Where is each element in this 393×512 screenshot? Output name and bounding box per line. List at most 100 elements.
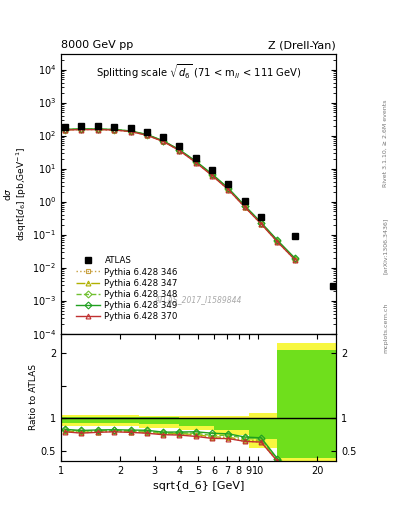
Pythia 6.428 348 [79, 126, 84, 132]
X-axis label: sqrt{d_6} [GeV]: sqrt{d_6} [GeV] [153, 480, 244, 490]
Pythia 6.428 348 [112, 126, 116, 133]
Pythia 6.428 348 [275, 238, 280, 244]
ATLAS [259, 215, 263, 221]
ATLAS [63, 123, 68, 130]
Pythia 6.428 347 [259, 221, 263, 227]
Pythia 6.428 349 [95, 126, 100, 132]
Legend: ATLAS, Pythia 6.428 346, Pythia 6.428 347, Pythia 6.428 348, Pythia 6.428 349, P: ATLAS, Pythia 6.428 346, Pythia 6.428 34… [73, 254, 180, 324]
Pythia 6.428 370 [177, 147, 182, 154]
Pythia 6.428 349 [128, 128, 133, 134]
ATLAS [144, 129, 149, 135]
ATLAS [112, 123, 116, 130]
Line: Pythia 6.428 348: Pythia 6.428 348 [62, 126, 298, 262]
Pythia 6.428 347 [79, 126, 84, 133]
ATLAS [79, 123, 84, 129]
Y-axis label: Ratio to ATLAS: Ratio to ATLAS [29, 364, 38, 430]
Pythia 6.428 347 [161, 138, 165, 144]
Pythia 6.428 370 [79, 126, 84, 133]
Text: [arXiv:1306.3436]: [arXiv:1306.3436] [383, 218, 388, 274]
Pythia 6.428 349 [275, 237, 280, 243]
Pythia 6.428 347 [226, 186, 231, 193]
Pythia 6.428 348 [161, 138, 165, 144]
ATLAS [161, 134, 165, 140]
Pythia 6.428 346 [79, 126, 84, 133]
Text: 8000 GeV pp: 8000 GeV pp [61, 40, 133, 50]
Pythia 6.428 348 [128, 128, 133, 134]
Pythia 6.428 370 [275, 239, 280, 245]
Pythia 6.428 346 [63, 127, 68, 133]
Line: ATLAS: ATLAS [62, 123, 336, 289]
Pythia 6.428 349 [193, 158, 198, 164]
Pythia 6.428 349 [79, 126, 84, 132]
ATLAS [193, 155, 198, 161]
Pythia 6.428 346 [128, 129, 133, 135]
Pythia 6.428 346 [193, 159, 198, 165]
Pythia 6.428 349 [293, 255, 298, 262]
Pythia 6.428 348 [226, 186, 231, 192]
Pythia 6.428 348 [95, 126, 100, 132]
Pythia 6.428 370 [259, 221, 263, 227]
Pythia 6.428 348 [242, 203, 247, 209]
Line: Pythia 6.428 346: Pythia 6.428 346 [62, 127, 298, 263]
ATLAS [330, 283, 335, 289]
ATLAS [177, 143, 182, 150]
Pythia 6.428 347 [275, 239, 280, 245]
Pythia 6.428 348 [193, 159, 198, 165]
Pythia 6.428 346 [161, 138, 165, 144]
Pythia 6.428 347 [128, 129, 133, 135]
Pythia 6.428 370 [193, 159, 198, 165]
Line: Pythia 6.428 349: Pythia 6.428 349 [62, 126, 298, 261]
Pythia 6.428 346 [95, 126, 100, 133]
Pythia 6.428 348 [177, 147, 182, 153]
Pythia 6.428 346 [226, 186, 231, 193]
Text: mcplots.cern.ch: mcplots.cern.ch [383, 303, 388, 353]
Pythia 6.428 346 [210, 173, 215, 179]
Pythia 6.428 346 [259, 221, 263, 227]
Pythia 6.428 370 [95, 126, 100, 133]
Pythia 6.428 349 [226, 185, 231, 191]
Pythia 6.428 347 [293, 256, 298, 262]
Pythia 6.428 346 [144, 132, 149, 138]
Text: Rivet 3.1.10, ≥ 2.6M events: Rivet 3.1.10, ≥ 2.6M events [383, 100, 388, 187]
Text: Splitting scale $\sqrt{d_6}$ (71 < m$_{ll}$ < 111 GeV): Splitting scale $\sqrt{d_6}$ (71 < m$_{l… [95, 62, 301, 81]
ATLAS [293, 233, 298, 240]
Pythia 6.428 346 [275, 239, 280, 245]
Pythia 6.428 349 [161, 138, 165, 144]
Pythia 6.428 346 [293, 257, 298, 263]
ATLAS [95, 123, 100, 129]
Pythia 6.428 370 [144, 132, 149, 138]
Pythia 6.428 348 [144, 132, 149, 138]
Pythia 6.428 348 [210, 172, 215, 178]
Pythia 6.428 346 [177, 147, 182, 154]
Pythia 6.428 346 [112, 127, 116, 133]
Pythia 6.428 349 [144, 132, 149, 138]
Pythia 6.428 347 [193, 159, 198, 165]
Text: ATLAS_2017_I1589844: ATLAS_2017_I1589844 [155, 295, 242, 305]
Pythia 6.428 370 [161, 138, 165, 144]
Pythia 6.428 370 [226, 187, 231, 193]
Line: Pythia 6.428 370: Pythia 6.428 370 [62, 127, 298, 263]
Pythia 6.428 347 [177, 147, 182, 153]
Pythia 6.428 347 [210, 172, 215, 178]
ATLAS [128, 125, 133, 131]
Pythia 6.428 348 [293, 256, 298, 262]
Pythia 6.428 349 [259, 220, 263, 226]
Pythia 6.428 347 [144, 132, 149, 138]
Pythia 6.428 346 [242, 204, 247, 210]
Pythia 6.428 347 [112, 127, 116, 133]
Pythia 6.428 370 [128, 129, 133, 135]
Pythia 6.428 347 [63, 126, 68, 133]
Line: Pythia 6.428 347: Pythia 6.428 347 [62, 127, 298, 262]
Pythia 6.428 348 [259, 220, 263, 226]
Pythia 6.428 349 [210, 171, 215, 177]
ATLAS [242, 198, 247, 204]
Pythia 6.428 348 [63, 126, 68, 133]
Pythia 6.428 370 [293, 257, 298, 263]
ATLAS [210, 167, 215, 174]
Pythia 6.428 370 [242, 204, 247, 210]
Pythia 6.428 370 [210, 173, 215, 179]
Pythia 6.428 349 [63, 126, 68, 133]
Text: Z (Drell-Yan): Z (Drell-Yan) [268, 40, 336, 50]
ATLAS [226, 181, 231, 187]
Pythia 6.428 349 [112, 126, 116, 133]
